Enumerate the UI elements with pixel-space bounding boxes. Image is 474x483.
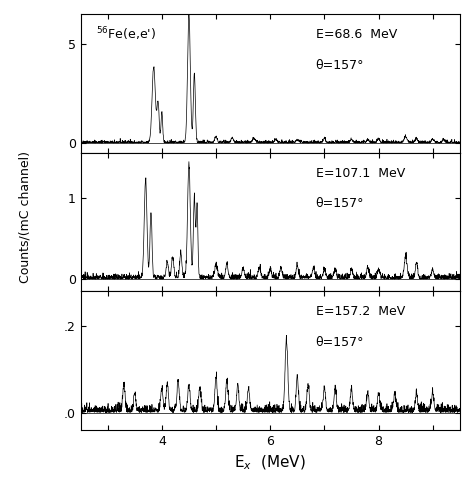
Text: θ=157°: θ=157° — [316, 197, 364, 210]
Text: Counts/(mC channel): Counts/(mC channel) — [19, 151, 32, 284]
Text: $^{56}$Fe(e,e'): $^{56}$Fe(e,e') — [96, 26, 156, 43]
X-axis label: E$_x$  (MeV): E$_x$ (MeV) — [234, 453, 306, 472]
Text: E=107.1  MeV: E=107.1 MeV — [316, 167, 405, 180]
Text: θ=157°: θ=157° — [316, 59, 364, 72]
Text: θ=157°: θ=157° — [316, 336, 364, 349]
Text: E=157.2  MeV: E=157.2 MeV — [316, 305, 405, 318]
Text: E=68.6  MeV: E=68.6 MeV — [316, 28, 397, 42]
